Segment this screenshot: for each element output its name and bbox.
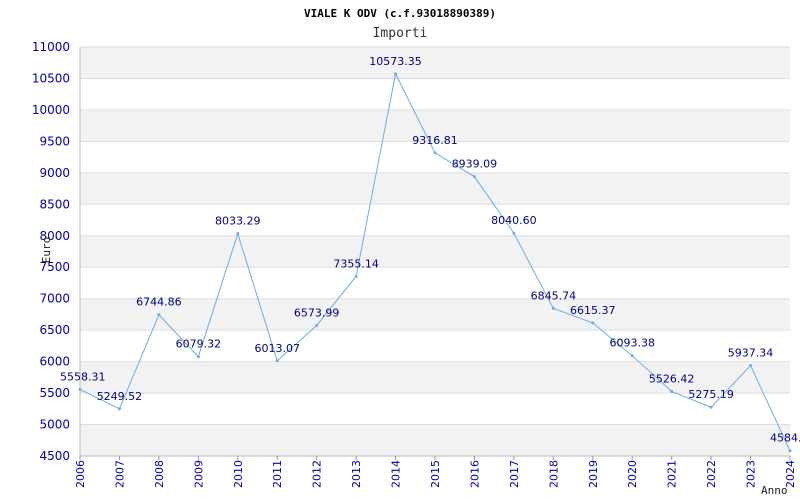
data-labels: 5558.31 5249.52 6744.86 6079.32 8033.29 6013.… xyxy=(60,55,800,445)
data-points xyxy=(78,72,792,453)
x-tick-label: 2019 xyxy=(587,460,600,488)
x-tick-label: 2024 xyxy=(784,460,797,488)
data-point xyxy=(394,72,398,76)
grid-band xyxy=(80,235,790,268)
y-tick-label: 8000 xyxy=(39,229,70,243)
x-tick-label: 2020 xyxy=(626,460,639,488)
data-point xyxy=(630,354,634,358)
grid-band xyxy=(80,109,790,142)
data-label: 4584.4 xyxy=(770,432,800,445)
x-tick-label: 2023 xyxy=(745,460,758,488)
data-label: 10573.35 xyxy=(369,55,422,68)
data-label: 5275.19 xyxy=(688,388,734,401)
data-label: 5558.31 xyxy=(60,370,106,383)
x-tick-label: 2013 xyxy=(350,460,363,488)
x-tick-label: 2014 xyxy=(390,460,403,488)
data-point xyxy=(670,389,674,393)
data-point xyxy=(275,359,279,363)
data-label: 6093.38 xyxy=(609,337,655,350)
x-tick-label: 2021 xyxy=(666,460,679,488)
data-point xyxy=(709,405,713,409)
x-tick-label: 2007 xyxy=(113,460,126,488)
data-label: 6845.74 xyxy=(531,289,577,302)
data-point xyxy=(472,175,476,179)
data-point xyxy=(788,449,792,453)
grid-band xyxy=(80,361,790,394)
data-label: 5249.52 xyxy=(97,390,143,403)
data-label: 8033.29 xyxy=(215,215,261,228)
y-tick-label: 9500 xyxy=(39,134,70,148)
data-point xyxy=(591,321,595,325)
y-axis-ticks: 4500 5000 5500 6000 6500 7000 7500 8000 8500 9000… xyxy=(32,40,70,463)
x-tick-label: 2016 xyxy=(468,460,481,488)
data-label: 5937.34 xyxy=(728,347,774,360)
data-point xyxy=(551,306,555,310)
x-tick-label: 2008 xyxy=(153,460,166,488)
x-tick-label: 2012 xyxy=(311,460,324,488)
grid-lines xyxy=(80,46,790,457)
data-point xyxy=(117,407,121,411)
data-point xyxy=(78,387,82,391)
data-label: 7355.14 xyxy=(333,257,379,270)
y-tick-label: 10500 xyxy=(32,71,70,85)
y-tick-label: 11000 xyxy=(32,40,70,54)
y-tick-label: 5500 xyxy=(39,386,70,400)
grid-band xyxy=(80,172,790,205)
data-label: 6744.86 xyxy=(136,296,182,309)
x-axis-ticks: 2006 2007 2008 2009 2010 2011 2012 2013 2014 2015… xyxy=(74,456,797,488)
y-tick-label: 8500 xyxy=(39,197,70,211)
data-label: 6615.37 xyxy=(570,304,616,317)
data-label: 5526.42 xyxy=(649,372,695,385)
data-label: 6079.32 xyxy=(176,338,222,351)
x-tick-label: 2022 xyxy=(705,460,718,488)
y-tick-label: 6500 xyxy=(39,323,70,337)
data-point xyxy=(236,232,240,236)
y-tick-label: 7000 xyxy=(39,292,70,306)
y-tick-label: 5000 xyxy=(39,418,70,432)
data-point xyxy=(196,355,200,359)
x-tick-label: 2018 xyxy=(547,460,560,488)
data-point xyxy=(157,313,161,317)
data-label: 6573.99 xyxy=(294,306,340,319)
data-point xyxy=(749,364,753,368)
x-tick-label: 2011 xyxy=(271,460,284,488)
chart-title: VIALE K ODV (c.f.93018890389) xyxy=(304,7,496,20)
grid-band xyxy=(80,298,790,331)
x-tick-label: 2017 xyxy=(508,460,521,488)
x-tick-label: 2009 xyxy=(192,460,205,488)
x-tick-label: 2006 xyxy=(74,460,87,488)
grid-band xyxy=(80,47,790,79)
y-tick-label: 10000 xyxy=(32,103,70,117)
x-axis-label: Anno xyxy=(761,484,788,497)
data-point xyxy=(512,231,516,235)
data-label: 9316.81 xyxy=(412,134,458,147)
data-point xyxy=(354,274,358,278)
y-tick-label: 9000 xyxy=(39,166,70,180)
data-point xyxy=(433,151,437,155)
x-tick-label: 2010 xyxy=(232,460,245,488)
y-tick-label: 7500 xyxy=(39,260,70,274)
data-label: 8939.09 xyxy=(452,158,498,171)
grid-band xyxy=(80,424,790,456)
data-label: 6013.07 xyxy=(254,342,300,355)
grid-bands xyxy=(80,47,790,456)
data-point xyxy=(315,323,319,327)
y-axis-label: Euro xyxy=(40,237,53,264)
x-tick-label: 2015 xyxy=(429,460,442,488)
data-label: 8040.60 xyxy=(491,214,537,227)
chart-subtitle: Importi xyxy=(373,26,428,41)
y-tick-label: 6000 xyxy=(39,355,70,369)
y-tick-label: 4500 xyxy=(39,449,70,463)
